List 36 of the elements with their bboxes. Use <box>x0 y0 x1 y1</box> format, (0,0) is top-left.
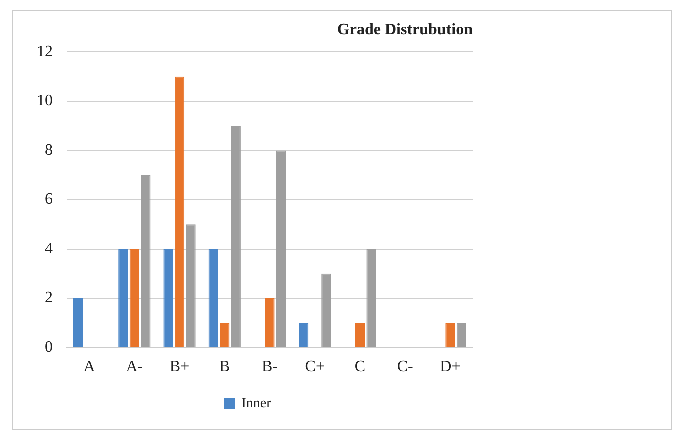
bar <box>118 249 128 348</box>
bar <box>130 249 140 348</box>
bar <box>186 224 196 348</box>
bar <box>265 298 275 348</box>
y-tick-label: 12 <box>37 43 53 60</box>
x-tick-label: B+ <box>170 358 190 376</box>
x-tick-label: C+ <box>305 358 325 376</box>
legend-label: Inner <box>242 396 272 412</box>
bar <box>231 126 241 348</box>
x-tick-label: C <box>354 358 366 376</box>
x-tick-label: A- <box>126 358 144 376</box>
x-tick-label: B- <box>262 358 278 376</box>
y-tick-label: 2 <box>45 290 53 307</box>
bar <box>276 150 286 348</box>
y-tick-label: 8 <box>45 142 53 159</box>
bar <box>446 323 456 348</box>
bar <box>220 323 230 348</box>
bar <box>164 249 174 348</box>
bar <box>299 323 309 348</box>
bar <box>355 323 366 348</box>
y-tick-label: 4 <box>45 240 53 258</box>
bar <box>456 323 467 348</box>
x-tick-label: A <box>84 358 96 376</box>
x-tick-label: C- <box>397 358 414 376</box>
bar <box>366 249 376 348</box>
bar <box>174 76 185 348</box>
bar <box>322 274 332 348</box>
bar <box>141 175 151 348</box>
x-tick-label: D+ <box>440 358 461 376</box>
bar <box>73 298 84 348</box>
x-tick-label: B <box>220 358 230 376</box>
chart-title: Grade Distrubution <box>337 22 474 39</box>
y-tick-label: 6 <box>45 191 53 208</box>
bar <box>208 249 218 348</box>
y-tick-label: 0 <box>45 339 53 356</box>
y-tick-label: 10 <box>37 92 53 110</box>
